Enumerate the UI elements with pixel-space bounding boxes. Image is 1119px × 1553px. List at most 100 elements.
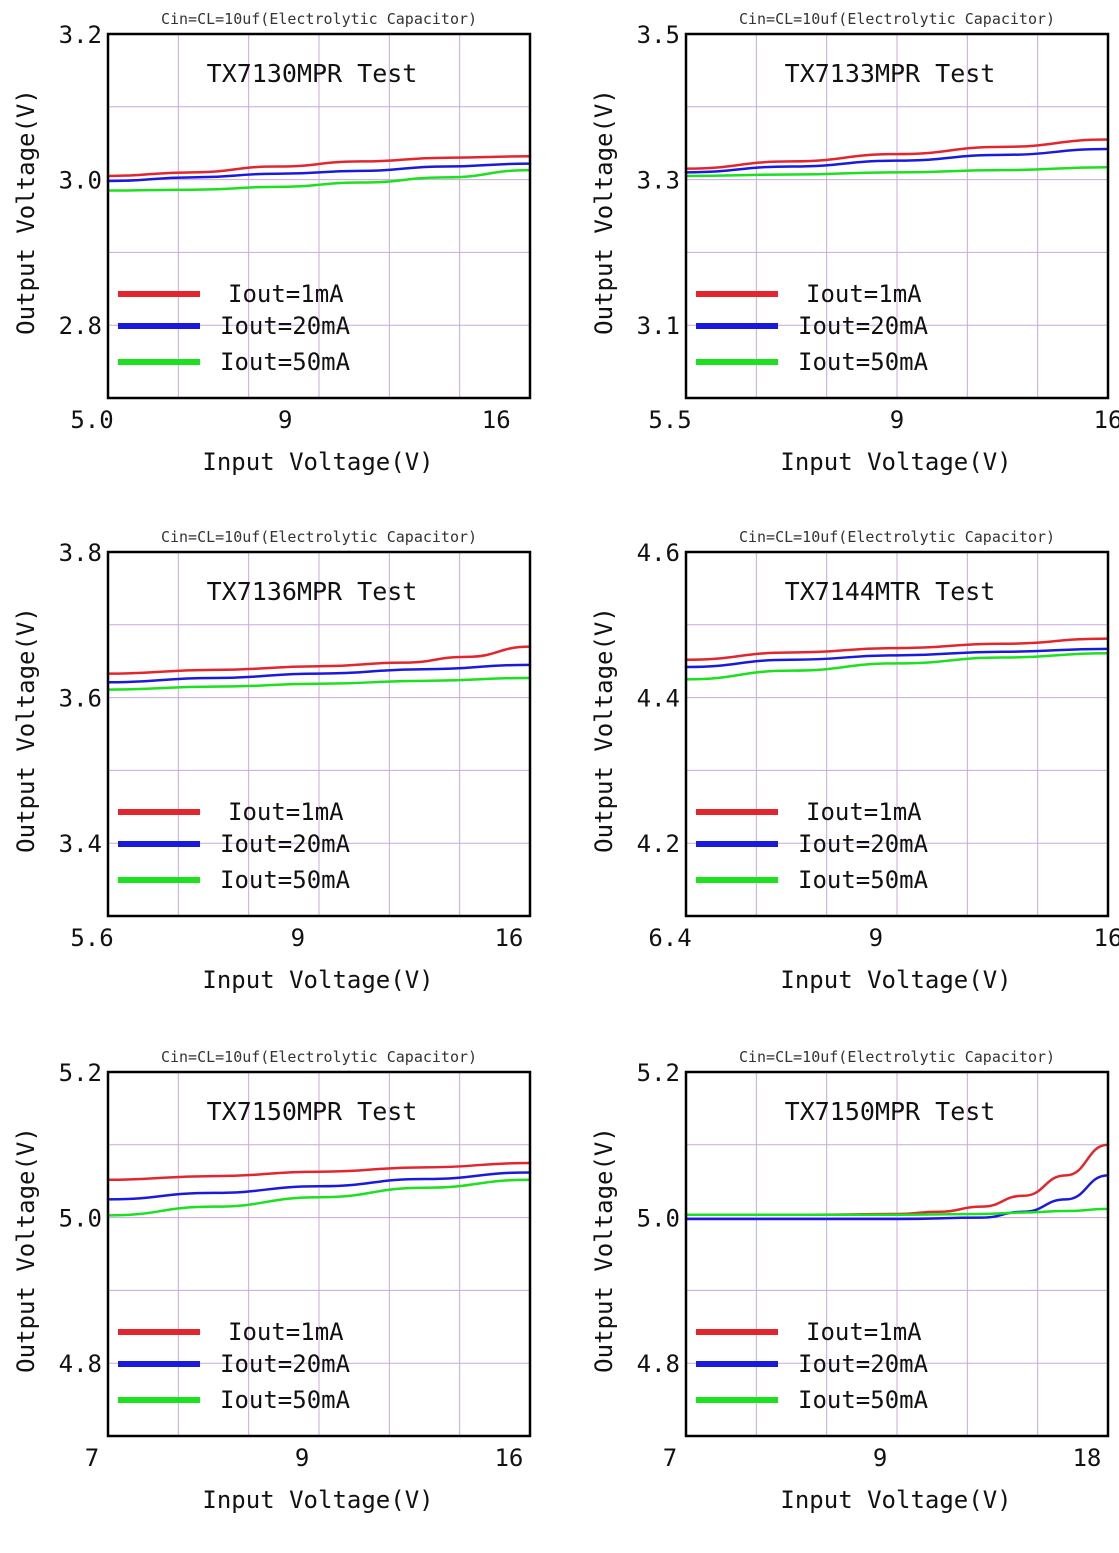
series-line-blue [684,147,1110,174]
y-tick-label: 3.2 [59,21,102,49]
plot-frame [106,32,532,400]
chart-panel-4: Cin=CL=10uf(Electrolytic Capacitor) TX714… [578,518,1119,1033]
chart-title: TX7150MPR Test [785,1097,996,1126]
x-axis-label: Input Voltage(V) [780,448,1011,476]
series-line-red [106,155,532,178]
y-tick-label: 3.1 [637,312,680,340]
legend-label: Iout=50mA [798,348,929,376]
legend: Iout=1mA Iout=20mA Iout=50mA [118,280,351,376]
y-tick-label: 4.8 [59,1350,102,1378]
chart-panel-3: Cin=CL=10uf(Electrolytic Capacitor) TX713… [0,518,540,1033]
legend-label: Iout=20mA [798,1350,929,1378]
chart-title: TX7144MTR Test [785,577,996,606]
series-line-green [684,165,1110,178]
x-tick-label: 9 [869,924,883,952]
chart-annotation: Cin=CL=10uf(Electrolytic Capacitor) [739,10,1055,28]
x-axis-label: Input Voltage(V) [202,1486,433,1514]
legend-label: Iout=1mA [228,1318,344,1346]
series-line-blue [106,162,532,183]
chart-svg: Cin=CL=10uf(Electrolytic Capacitor) TX713… [590,10,1119,476]
x-tick-label: 16 [494,1444,523,1472]
y-axis-label: Output Voltage(V) [12,89,40,335]
x-tick-label: 16 [494,924,523,952]
legend-label: Iout=20mA [220,1350,351,1378]
y-tick-label: 5.0 [59,1205,102,1233]
x-tick-label: 7 [85,1444,99,1472]
chart-svg: Cin=CL=10uf(Electrolytic Capacitor) TX715… [12,1048,532,1514]
grid [686,552,1108,916]
series-line-green [106,1178,532,1217]
x-tick-label: 9 [295,1444,309,1472]
series-line-blue [684,1174,1110,1221]
series-line-red [106,1161,532,1181]
y-tick-label: 2.8 [59,312,102,340]
chart-title: TX7130MPR Test [207,59,418,88]
x-axis-label: Input Voltage(V) [202,448,433,476]
x-tick-label: 9 [278,406,292,434]
y-tick-label: 4.8 [637,1350,680,1378]
y-axis-label: Output Voltage(V) [590,1127,618,1373]
chart-panel-1: Cin=CL=10uf(Electrolytic Capacitor) TX713… [0,0,540,515]
x-tick-label: 9 [890,406,904,434]
y-tick-label: 3.4 [59,830,102,858]
y-axis-label: Output Voltage(V) [590,89,618,335]
series-line-blue [106,1171,532,1201]
chart-annotation: Cin=CL=10uf(Electrolytic Capacitor) [161,10,477,28]
x-tick-label: 6.4 [648,924,691,952]
y-tick-label: 5.0 [637,1205,680,1233]
chart-panel-2: Cin=CL=10uf(Electrolytic Capacitor) TX713… [578,0,1119,515]
grid [686,1072,1108,1436]
chart-svg: Cin=CL=10uf(Electrolytic Capacitor) TX713… [12,528,532,994]
legend: Iout=1mA Iout=20mA Iout=50mA [696,280,929,376]
x-axis-label: Input Voltage(V) [202,966,433,994]
plot-frame [106,550,532,918]
chart-annotation: Cin=CL=10uf(Electrolytic Capacitor) [161,528,477,546]
chart-svg: Cin=CL=10uf(Electrolytic Capacitor) TX714… [590,528,1119,994]
y-tick-label: 4.2 [637,830,680,858]
series-line-green [684,1207,1110,1216]
legend: Iout=1mA Iout=20mA Iout=50mA [118,798,351,894]
chart-svg: Cin=CL=10uf(Electrolytic Capacitor) TX715… [590,1048,1110,1514]
legend-label: Iout=1mA [228,280,344,308]
y-tick-label: 3.6 [59,685,102,713]
legend-label: Iout=50mA [798,1386,929,1414]
y-tick-label: 3.3 [637,167,680,195]
y-tick-label: 5.2 [637,1059,680,1087]
series-line-blue [684,647,1110,669]
y-tick-label: 4.4 [637,685,680,713]
x-tick-label: 5.6 [70,924,113,952]
x-tick-label: 16 [1094,924,1119,952]
legend-label: Iout=20mA [220,830,351,858]
legend: Iout=1mA Iout=20mA Iout=50mA [696,1318,929,1414]
legend-label: Iout=20mA [798,830,929,858]
y-tick-label: 3.0 [59,167,102,195]
legend-label: Iout=50mA [220,348,351,376]
chart-annotation: Cin=CL=10uf(Electrolytic Capacitor) [161,1048,477,1066]
chart-svg: Cin=CL=10uf(Electrolytic Capacitor) TX713… [12,10,532,476]
x-tick-label: 7 [663,1444,677,1472]
chart-panel-6: Cin=CL=10uf(Electrolytic Capacitor) TX715… [578,1038,1118,1553]
y-tick-label: 3.5 [637,21,680,49]
legend-label: Iout=20mA [798,312,929,340]
plot-frame [106,1070,532,1438]
y-axis-label: Output Voltage(V) [12,1127,40,1373]
legend: Iout=1mA Iout=20mA Iout=50mA [696,798,929,894]
series-line-green [106,168,532,192]
x-tick-label: 5.5 [648,406,691,434]
y-tick-label: 3.8 [59,539,102,567]
legend-label: Iout=1mA [228,798,344,826]
y-axis-label: Output Voltage(V) [12,607,40,853]
legend-label: Iout=1mA [806,1318,922,1346]
series-line-red [684,138,1110,170]
chart-title: TX7133MPR Test [785,59,996,88]
legend: Iout=1mA Iout=20mA Iout=50mA [118,1318,351,1414]
chart-title: TX7150MPR Test [207,1097,418,1126]
series-line-red [106,645,532,675]
legend-label: Iout=1mA [806,280,922,308]
x-tick-label: 9 [873,1444,887,1472]
series-line-red [684,637,1110,661]
y-tick-label: 5.2 [59,1059,102,1087]
x-tick-label: 5.0 [70,406,113,434]
x-tick-label: 18 [1072,1444,1101,1472]
chart-annotation: Cin=CL=10uf(Electrolytic Capacitor) [739,528,1055,546]
